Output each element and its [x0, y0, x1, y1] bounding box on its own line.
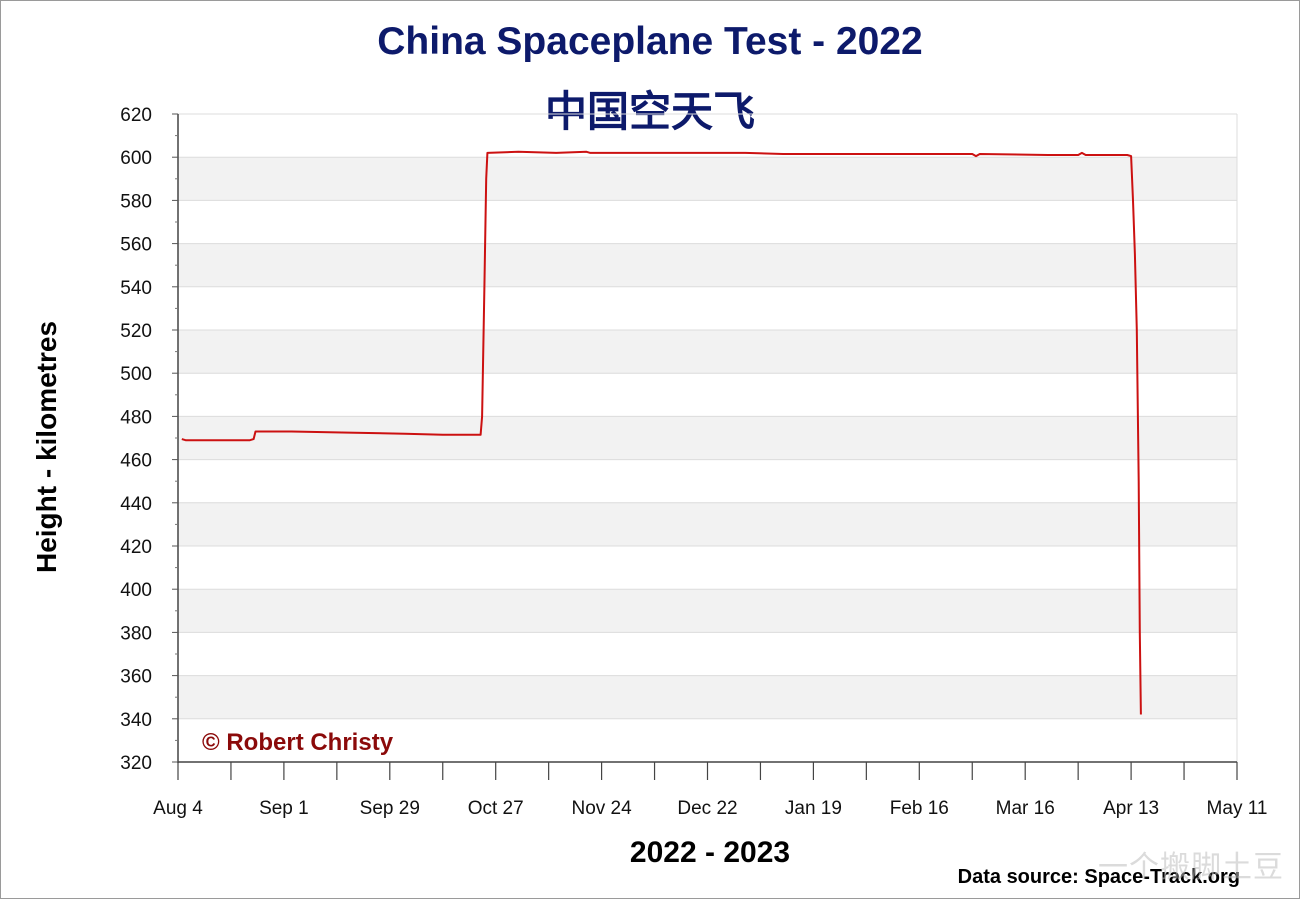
y-tick-label: 420	[120, 537, 152, 558]
x-tick-label: Nov 24	[571, 798, 632, 819]
series-layer	[181, 150, 1142, 715]
y-tick-label: 320	[120, 753, 152, 774]
grid-band	[178, 589, 1237, 633]
grid-band	[178, 675, 1237, 719]
x-tick-label: Jan 19	[785, 798, 842, 819]
x-axis-label: 2022 - 2023	[629, 836, 791, 869]
y-tick-label: 460	[120, 451, 152, 472]
y-tick-label: 600	[120, 148, 152, 169]
grid-bands	[178, 157, 1237, 719]
x-tick-label: Sep 29	[360, 798, 420, 819]
y-tick-label: 560	[120, 235, 152, 256]
x-tick-label: Apr 13	[1103, 798, 1159, 819]
y-axis-ticks: 320 340 360 380 400 420 440 460 480 500 520 540 560 5…	[120, 105, 178, 774]
y-tick-label: 480	[120, 407, 152, 428]
chart-subtitle: 中国空天飞	[544, 87, 755, 136]
y-tick-label: 360	[120, 667, 152, 688]
series-line-height	[181, 150, 1142, 715]
grid-band	[178, 330, 1237, 374]
data-source-note: Data source: Space-Track.org	[957, 866, 1240, 888]
y-tick-label: 580	[120, 191, 152, 212]
y-axis-label: Height - kilometres	[31, 321, 62, 573]
x-axis-ticks: Aug 4 Sep 1 Sep 29 Oct 27 Nov 24 Dec 22 Jan 19…	[153, 762, 1267, 819]
x-tick-label: Feb 16	[890, 798, 949, 819]
y-tick-label: 380	[120, 623, 152, 644]
x-tick-label: Aug 4	[153, 798, 203, 819]
grid-lines	[178, 113, 1237, 763]
grid-band	[178, 502, 1237, 546]
grid-band	[178, 157, 1237, 201]
y-tick-label: 620	[120, 105, 152, 126]
watermark-text: 一个搬脚土豆	[1098, 850, 1284, 885]
chart-title: China Spaceplane Test - 2022	[377, 20, 923, 63]
copyright-credit: © Robert Christy	[202, 729, 394, 756]
x-tick-label: Mar 16	[996, 798, 1055, 819]
x-tick-label: May 11	[1207, 798, 1268, 819]
y-tick-label: 520	[120, 321, 152, 342]
y-tick-label: 440	[120, 494, 152, 515]
x-tick-label: Sep 1	[259, 798, 309, 819]
y-tick-label: 400	[120, 580, 152, 601]
grid-band	[178, 243, 1237, 287]
y-tick-label: 540	[120, 278, 152, 299]
x-tick-label: Oct 27	[468, 798, 524, 819]
y-tick-label: 340	[120, 710, 152, 731]
x-tick-label: Dec 22	[677, 798, 737, 819]
y-tick-label: 500	[120, 364, 152, 385]
grid-band	[178, 416, 1237, 460]
